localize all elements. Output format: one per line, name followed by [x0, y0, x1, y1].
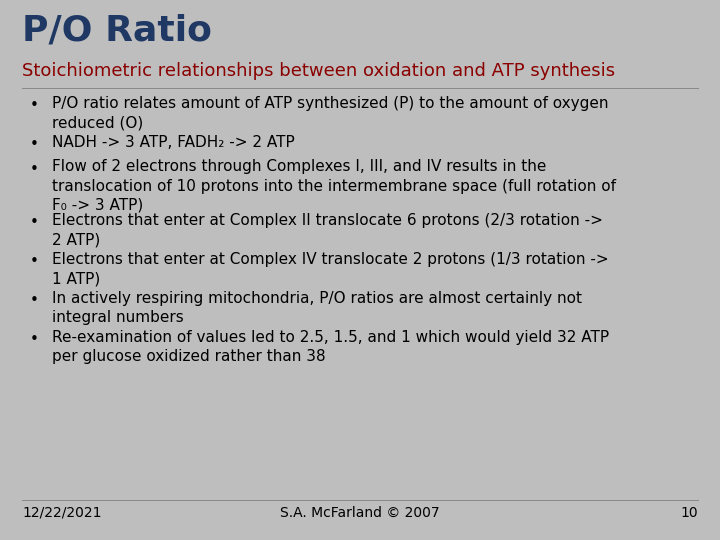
Text: Electrons that enter at Complex II translocate 6 protons (2/3 rotation ->
2 ATP): Electrons that enter at Complex II trans… — [52, 213, 603, 247]
Text: Re-examination of values led to 2.5, 1.5, and 1 which would yield 32 ATP
per glu: Re-examination of values led to 2.5, 1.5… — [52, 330, 609, 364]
Text: 12/22/2021: 12/22/2021 — [22, 506, 102, 520]
Text: •: • — [30, 161, 39, 177]
Text: P/O ratio relates amount of ATP synthesized (P) to the amount of oxygen
reduced : P/O ratio relates amount of ATP synthesi… — [52, 96, 608, 130]
Text: P/O Ratio: P/O Ratio — [22, 14, 212, 48]
Text: Flow of 2 electrons through Complexes I, III, and IV results in the
translocatio: Flow of 2 electrons through Complexes I,… — [52, 159, 616, 213]
Text: •: • — [30, 137, 39, 152]
Text: Stoichiometric relationships between oxidation and ATP synthesis: Stoichiometric relationships between oxi… — [22, 62, 615, 80]
Text: S.A. McFarland © 2007: S.A. McFarland © 2007 — [280, 506, 440, 520]
Text: In actively respiring mitochondria, P/O ratios are almost certainly not
integral: In actively respiring mitochondria, P/O … — [52, 291, 582, 325]
Text: •: • — [30, 332, 39, 347]
Text: NADH -> 3 ATP, FADH₂ -> 2 ATP: NADH -> 3 ATP, FADH₂ -> 2 ATP — [52, 135, 294, 150]
Text: •: • — [30, 215, 39, 230]
Text: •: • — [30, 293, 39, 308]
Text: Electrons that enter at Complex IV translocate 2 protons (1/3 rotation ->
1 ATP): Electrons that enter at Complex IV trans… — [52, 252, 608, 286]
Text: •: • — [30, 254, 39, 269]
Text: 10: 10 — [680, 506, 698, 520]
Text: •: • — [30, 98, 39, 113]
